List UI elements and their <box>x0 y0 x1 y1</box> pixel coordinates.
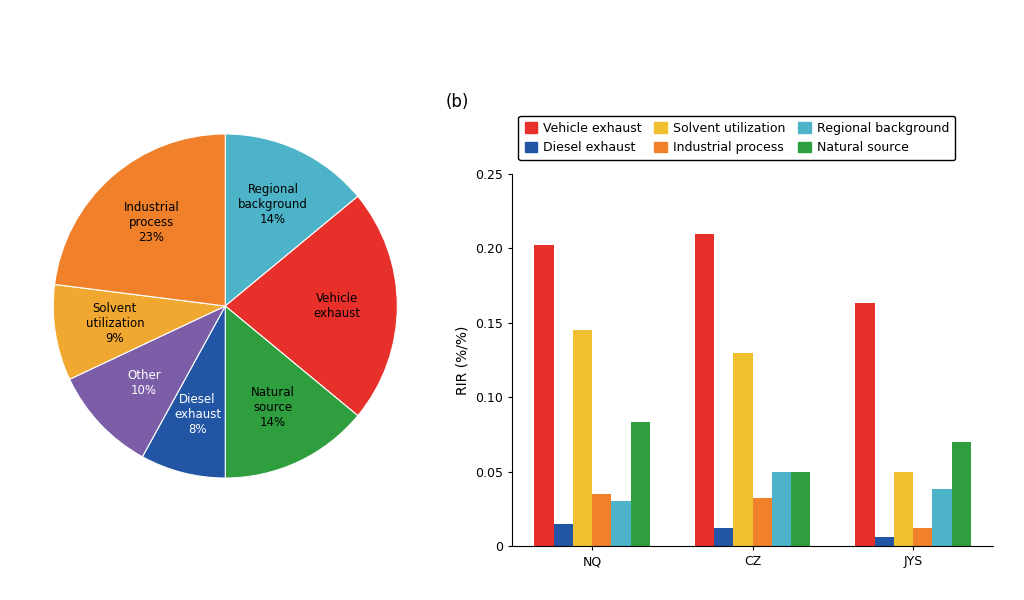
Text: Industrial
process
23%: Industrial process 23% <box>124 200 179 244</box>
Text: Vehicle
exhaust: Vehicle exhaust <box>313 292 360 320</box>
Bar <box>772 472 792 546</box>
Bar <box>733 353 753 546</box>
Text: (b): (b) <box>445 93 469 111</box>
Bar <box>695 233 714 546</box>
Text: Natural
source
14%: Natural source 14% <box>251 386 295 428</box>
Bar <box>631 422 650 546</box>
Bar <box>753 499 772 546</box>
Bar <box>951 442 971 546</box>
Wedge shape <box>225 134 357 306</box>
Bar <box>855 304 874 546</box>
Wedge shape <box>70 306 225 457</box>
Bar <box>894 472 913 546</box>
Wedge shape <box>225 306 357 478</box>
Wedge shape <box>53 284 225 379</box>
Bar <box>874 537 894 546</box>
Y-axis label: RIR (%/%): RIR (%/%) <box>456 325 469 395</box>
Wedge shape <box>142 306 225 478</box>
Bar <box>792 472 810 546</box>
Bar <box>611 502 631 546</box>
Legend: Vehicle exhaust, Diesel exhaust, Solvent utilization, Industrial process, Region: Vehicle exhaust, Diesel exhaust, Solvent… <box>518 116 955 160</box>
Text: Regional
background
14%: Regional background 14% <box>238 184 308 226</box>
Wedge shape <box>54 134 225 306</box>
Bar <box>932 490 951 546</box>
Bar <box>714 528 733 546</box>
Text: Other
10%: Other 10% <box>127 368 161 397</box>
Wedge shape <box>225 196 397 416</box>
Bar <box>554 524 573 546</box>
Bar <box>573 330 592 546</box>
Bar <box>592 494 611 546</box>
Bar <box>913 528 932 546</box>
Text: Solvent
utilization
9%: Solvent utilization 9% <box>86 302 144 345</box>
Text: Diesel
exhaust
8%: Diesel exhaust 8% <box>174 393 221 436</box>
Bar <box>535 245 554 546</box>
